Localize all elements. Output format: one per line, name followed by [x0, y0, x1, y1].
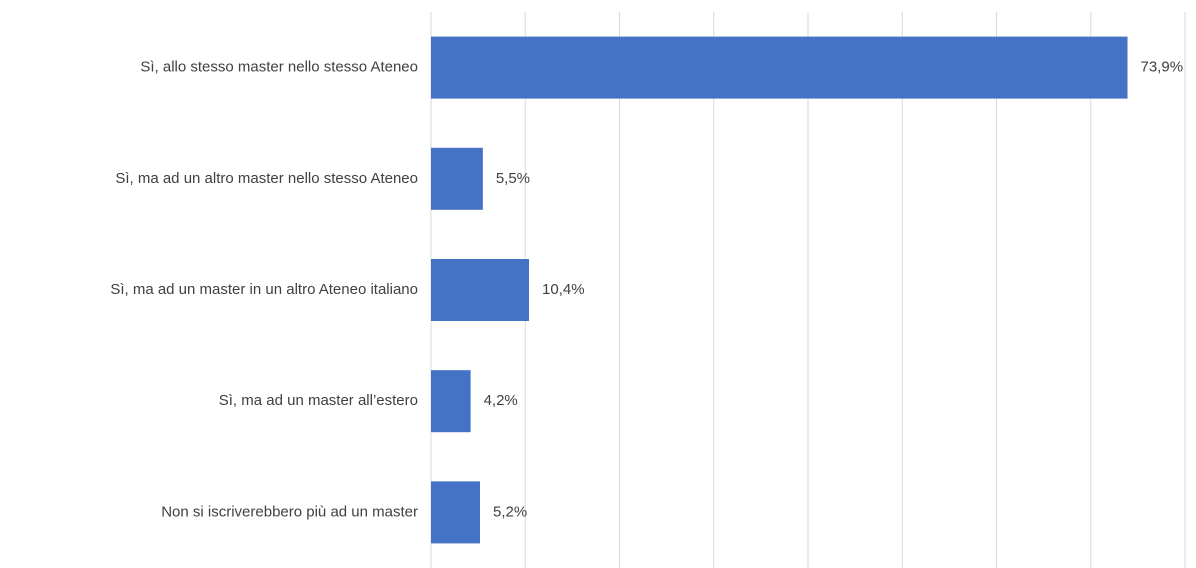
category-label: Non si iscriverebbero più ad un master — [161, 503, 418, 520]
bar — [431, 36, 1128, 99]
bar — [431, 370, 471, 433]
data-label: 73,9% — [1141, 59, 1184, 76]
data-label: 5,5% — [496, 170, 530, 187]
category-label: Sì, ma ad un altro master nello stesso A… — [115, 170, 418, 187]
bar — [431, 481, 481, 544]
category-label: Sì, ma ad un master in un altro Ateneo i… — [110, 281, 418, 298]
data-label: 4,2% — [484, 392, 518, 409]
data-label: 10,4% — [542, 281, 585, 298]
bar — [431, 259, 530, 321]
category-label: Sì, allo stesso master nello stesso Aten… — [140, 59, 418, 76]
category-label: Sì, ma ad un master all’estero — [219, 392, 418, 409]
data-label: 5,2% — [493, 503, 527, 520]
bar — [431, 147, 483, 210]
